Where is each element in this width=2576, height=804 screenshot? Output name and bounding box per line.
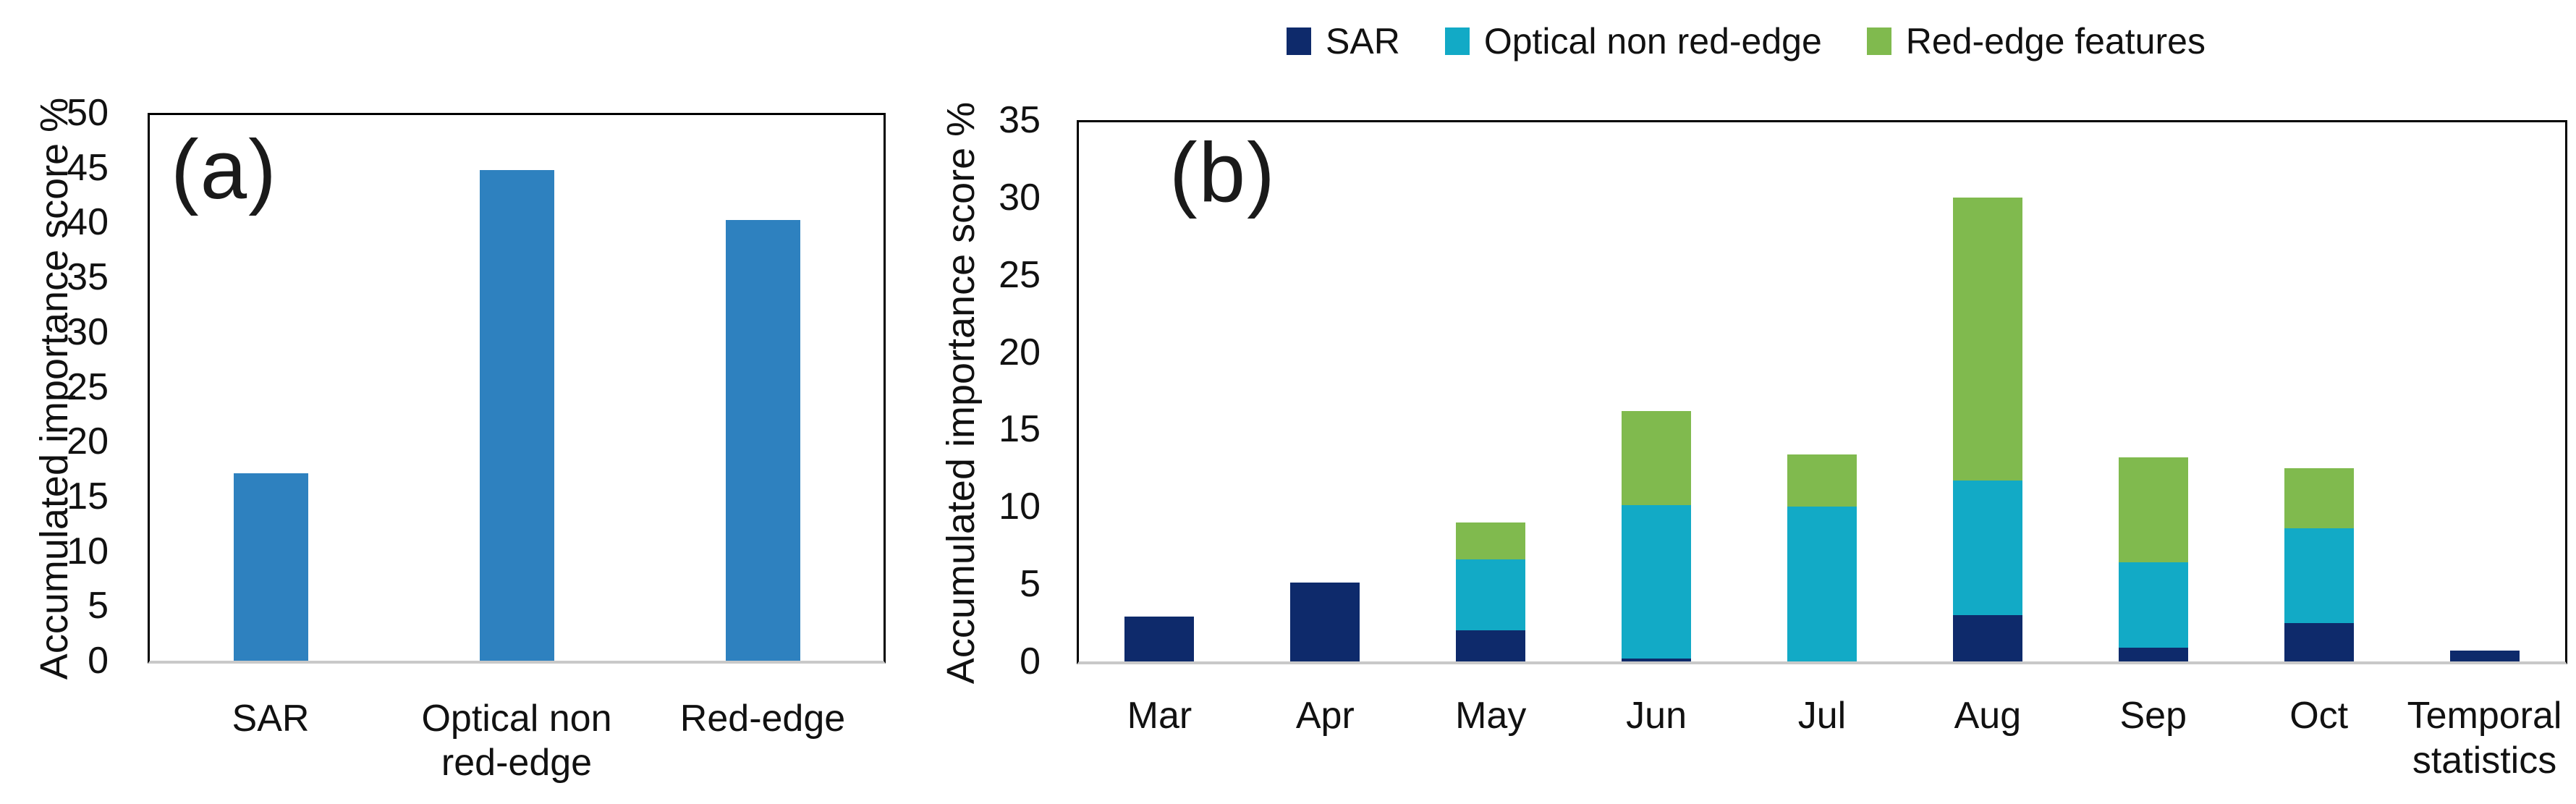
plot-area: [1077, 120, 2567, 664]
category-label: SAR: [232, 698, 310, 740]
category-label: Jul: [1797, 695, 1847, 737]
bar: [725, 220, 800, 661]
bar-segment: [2118, 562, 2188, 648]
chart-b-legend: SAR Optical non red-edge Red-edge features: [1287, 20, 2206, 62]
category-label: Sep: [2119, 695, 2187, 737]
y-tick-label: 20: [999, 331, 1041, 373]
y-tick-label: 5: [88, 585, 109, 627]
y-tick-label: 40: [67, 201, 109, 244]
bar-segment: [1622, 410, 1692, 506]
bar-segment: [1622, 505, 1692, 659]
bar-segment: [1787, 454, 1857, 507]
legend-item-label: Optical non red-edge: [1483, 21, 1822, 62]
bar-segment: [1952, 480, 2022, 615]
bar-segment: [1952, 197, 2022, 481]
y-tick-label: 10: [67, 530, 109, 572]
legend-item: SAR: [1287, 20, 1400, 62]
y-tick-label: 0: [88, 640, 109, 682]
y-tick-label: 15: [67, 475, 109, 517]
bar-segment: [2284, 528, 2354, 623]
category-label: Temporal statistics: [2407, 695, 2562, 782]
legend-item-label: Red-edge features: [1905, 21, 2206, 62]
category-label: Red-edge: [679, 698, 846, 740]
y-tick-label: 35: [67, 256, 109, 299]
bar-segment: [1952, 614, 2022, 661]
bar-segment: [2118, 457, 2188, 563]
y-tick-label: 0: [1020, 640, 1041, 682]
y-tick-label: 15: [999, 408, 1041, 451]
panel-a-letter: (a): [171, 122, 278, 216]
category-label: Oct: [2289, 695, 2349, 737]
y-tick-label: 20: [67, 420, 109, 463]
bar-segment: [1787, 507, 1857, 661]
category-label: Mar: [1127, 695, 1192, 737]
y-tick-label: 25: [999, 253, 1041, 296]
category-label: Optical non red-edge: [421, 698, 612, 784]
legend-item-label: SAR: [1326, 21, 1400, 62]
legend-swatch-icon: [1444, 27, 1470, 55]
bar-segment: [2449, 651, 2520, 661]
category-label: May: [1455, 695, 1527, 737]
y-tick-label: 35: [999, 99, 1041, 141]
y-tick-label: 25: [67, 365, 109, 408]
bar-segment: [2284, 467, 2354, 529]
category-label: Apr: [1295, 695, 1355, 737]
legend-swatch-icon: [1866, 27, 1891, 55]
bar: [233, 473, 308, 661]
panel-b-letter: (b): [1169, 125, 1276, 219]
bar-segment: [2284, 622, 2354, 661]
bar-segment: [1290, 583, 1360, 661]
bar-segment: [1456, 559, 1526, 631]
y-tick-label: 30: [67, 310, 109, 353]
category-label: Jun: [1626, 695, 1687, 737]
bar-segment: [1456, 522, 1526, 559]
y-tick-label: 5: [1020, 563, 1041, 606]
bar: [479, 169, 554, 661]
bar-segment: [1622, 658, 1692, 661]
legend-swatch-icon: [1287, 27, 1311, 55]
category-label: Aug: [1954, 695, 2022, 737]
chart-b-y-axis-title: Accumulated importance score %: [939, 101, 983, 685]
legend-item: Red-edge features: [1866, 20, 2206, 62]
y-tick-label: 45: [67, 146, 109, 189]
bar-segment: [1456, 630, 1526, 661]
bar-segment: [2118, 647, 2188, 661]
y-tick-label: 10: [999, 486, 1041, 528]
legend-item: Optical non red-edge: [1444, 20, 1822, 62]
plot-area: [148, 113, 886, 664]
y-tick-label: 50: [67, 92, 109, 134]
bar-segment: [1124, 617, 1195, 661]
y-tick-label: 30: [999, 176, 1041, 219]
